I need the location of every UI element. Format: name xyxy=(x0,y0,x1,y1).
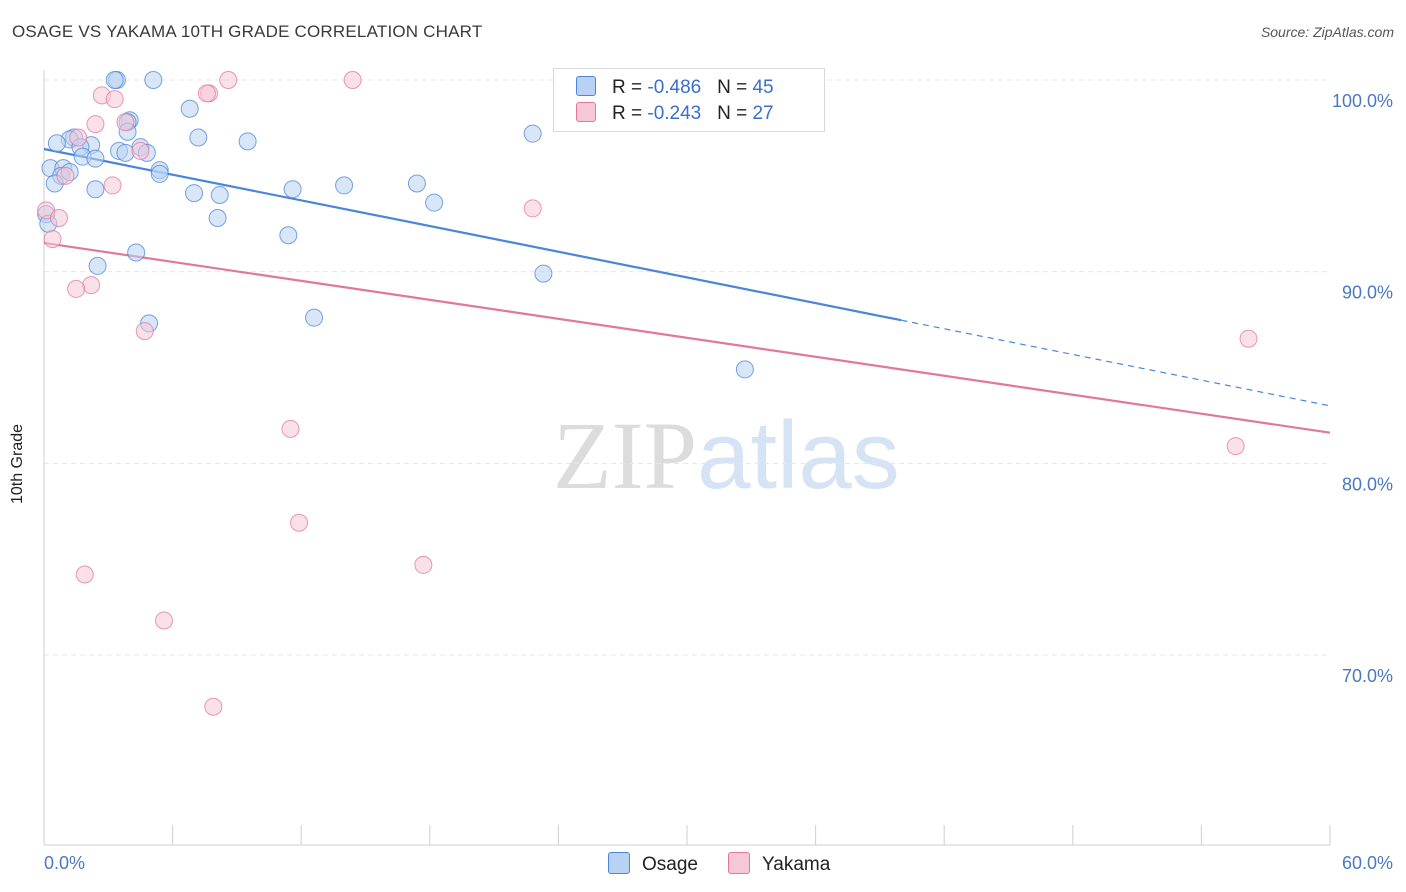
osage-point-9 xyxy=(47,134,66,153)
osage-point-10 xyxy=(189,128,208,147)
osage-point-32 xyxy=(425,193,444,212)
gridlines xyxy=(44,79,1330,656)
yakama-point-24 xyxy=(523,199,542,218)
osage-point-37 xyxy=(305,308,324,327)
bottom-legend-yakama: Yakama xyxy=(728,852,830,876)
source-credit: Source: ZipAtlas.com xyxy=(1260,24,1394,40)
y-tick-label-80: 80.0% xyxy=(1342,474,1393,494)
yakama-point-0 xyxy=(343,71,362,89)
yakama-point-25 xyxy=(1239,329,1258,348)
axes xyxy=(43,70,1331,846)
yakama-point-5 xyxy=(105,90,124,109)
yakama-swatch xyxy=(576,102,596,122)
yakama-point-19 xyxy=(290,513,309,532)
yakama-point-1 xyxy=(219,71,238,89)
osage-point-31 xyxy=(407,174,426,193)
data-points xyxy=(37,71,1258,716)
y-tick-label-100: 100.0% xyxy=(1332,91,1393,111)
yakama-point-10 xyxy=(56,166,75,185)
osage-point-36 xyxy=(127,243,146,262)
yakama-point-8 xyxy=(69,128,88,147)
osage-n-value: 45 xyxy=(752,77,774,98)
chart-title: OSAGE VS YAKAMA 10TH GRADE CORRELATION C… xyxy=(12,22,483,41)
yakama-point-16 xyxy=(67,279,86,298)
x-tick-label-min: 0.0% xyxy=(44,853,85,873)
yakama-point-15 xyxy=(82,276,101,295)
osage-trend-line xyxy=(43,147,902,322)
yakama-n-value: 27 xyxy=(752,103,774,124)
osage-trend-extension xyxy=(901,319,1331,407)
yakama-point-9 xyxy=(131,141,150,160)
osage-point-2 xyxy=(144,71,163,89)
trend-lines xyxy=(43,147,1331,434)
y-tick-label-90: 90.0% xyxy=(1342,283,1393,303)
yakama-point-23 xyxy=(204,697,223,716)
bottom-yakama-swatch xyxy=(728,852,750,874)
osage-point-29 xyxy=(283,180,302,199)
osage-point-16 xyxy=(116,143,135,162)
osage-point-3 xyxy=(180,99,199,118)
osage-point-24 xyxy=(150,164,169,183)
yakama-point-7 xyxy=(86,115,105,134)
legend-row-osage: R = -0.486 N = 45 xyxy=(576,76,774,100)
osage-r-value: -0.486 xyxy=(647,77,702,98)
yakama-point-14 xyxy=(43,230,62,249)
bottom-osage-swatch xyxy=(608,852,630,874)
yakama-trend-line xyxy=(43,241,1331,434)
yakama-point-3 xyxy=(197,84,216,103)
yakama-r-label: R = xyxy=(612,103,648,124)
legend-row-yakama: R = -0.243 N = 27 xyxy=(576,102,774,126)
watermark-zip: ZIP xyxy=(553,402,697,509)
yakama-point-11 xyxy=(103,176,122,195)
bottom-osage-label: Osage xyxy=(642,854,698,875)
stats-legend: R = -0.486 N = 45 R = -0.243 N = 27 xyxy=(553,68,825,132)
tick-labels: 70.0% 80.0% 90.0% 100.0% 0.0% 60.0% xyxy=(44,91,1393,873)
yakama-point-13 xyxy=(50,209,69,227)
osage-point-19 xyxy=(86,149,105,168)
osage-point-34 xyxy=(279,226,298,245)
osage-point-30 xyxy=(335,176,354,195)
x-tick-label-max: 60.0% xyxy=(1342,853,1393,873)
osage-point-11 xyxy=(238,132,257,151)
yakama-point-22 xyxy=(155,611,174,630)
osage-point-33 xyxy=(208,209,227,227)
osage-point-26 xyxy=(86,180,105,199)
osage-point-41 xyxy=(735,360,754,379)
bottom-legend-osage: Osage xyxy=(608,852,698,876)
osage-swatch xyxy=(576,76,596,96)
osage-r-label: R = xyxy=(612,77,648,98)
osage-point-27 xyxy=(185,184,204,203)
osage-point-35 xyxy=(88,256,107,275)
osage-n-label: N = xyxy=(717,77,753,98)
yakama-point-20 xyxy=(414,555,433,574)
yakama-n-label: N = xyxy=(717,103,753,124)
yakama-point-6 xyxy=(116,113,135,132)
yakama-point-26 xyxy=(1226,437,1245,456)
y-tick-label-70: 70.0% xyxy=(1342,666,1393,686)
watermark-atlas: atlas xyxy=(697,402,900,509)
osage-point-40 xyxy=(534,264,553,283)
osage-point-39 xyxy=(523,124,542,143)
bottom-yakama-label: Yakama xyxy=(762,854,831,875)
osage-point-1 xyxy=(105,71,124,89)
yakama-point-18 xyxy=(281,419,300,438)
yakama-point-17 xyxy=(135,322,154,341)
yakama-r-value: -0.243 xyxy=(647,103,702,124)
osage-point-28 xyxy=(210,186,229,204)
watermark: ZIPatlas xyxy=(553,400,900,511)
yakama-point-21 xyxy=(75,565,94,584)
